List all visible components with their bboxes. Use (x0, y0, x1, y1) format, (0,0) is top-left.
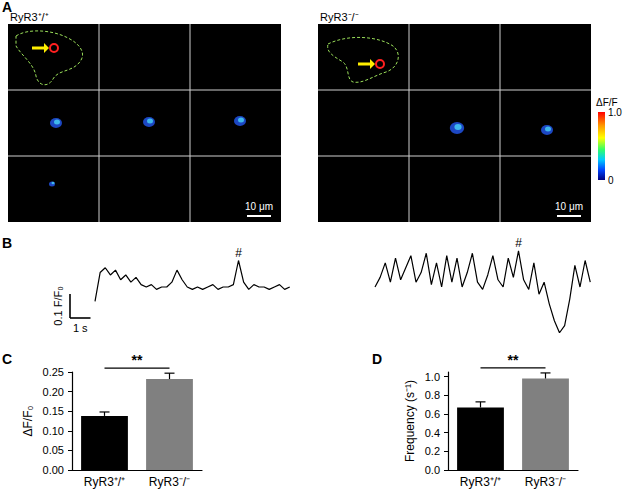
svg-text:RyR3⁻/⁻: RyR3⁻/⁻ (525, 475, 566, 489)
svg-text:0.05: 0.05 (43, 444, 64, 456)
svg-text:10 μm: 10 μm (555, 201, 583, 212)
svg-text:0.15: 0.15 (43, 405, 64, 417)
svg-text:1.0: 1.0 (425, 371, 440, 383)
svg-text:RyR3⁻/⁻: RyR3⁻/⁻ (320, 11, 359, 23)
svg-text:0.20: 0.20 (43, 386, 64, 398)
svg-text:#: # (235, 246, 242, 260)
svg-text:0.6: 0.6 (425, 408, 440, 420)
svg-text:0.4: 0.4 (425, 427, 440, 439)
svg-text:**: ** (508, 352, 519, 368)
svg-text:#: # (515, 236, 522, 250)
svg-text:B: B (2, 235, 12, 251)
svg-text:0.1 F/F₀: 0.1 F/F₀ (52, 286, 64, 325)
svg-text:RyR3⁺/⁺: RyR3⁺/⁺ (460, 475, 501, 489)
svg-text:0.8: 0.8 (425, 389, 440, 401)
svg-text:RyR3⁺/⁺: RyR3⁺/⁺ (84, 475, 125, 489)
svg-text:0.0: 0.0 (425, 464, 440, 476)
svg-text:0: 0 (608, 175, 614, 186)
svg-text:0.2: 0.2 (425, 445, 440, 457)
svg-text:1.0: 1.0 (608, 107, 622, 118)
svg-text:ΔF/F: ΔF/F (596, 97, 618, 108)
svg-text:A: A (2, 0, 12, 15)
svg-text:D: D (372, 351, 382, 367)
svg-text:10 μm: 10 μm (245, 201, 273, 212)
svg-text:0.10: 0.10 (43, 425, 64, 437)
svg-text:0.25: 0.25 (43, 366, 64, 378)
svg-text:Frequency (s⁻¹): Frequency (s⁻¹) (403, 380, 417, 462)
svg-text:1 s: 1 s (73, 322, 88, 334)
svg-text:**: ** (132, 352, 143, 368)
svg-text:ΔF/F₀: ΔF/F₀ (21, 405, 35, 436)
svg-text:C: C (2, 351, 12, 367)
svg-text:RyR3⁺/⁺: RyR3⁺/⁺ (10, 11, 49, 23)
svg-text:0.00: 0.00 (43, 464, 64, 476)
svg-text:RyR3⁻/⁻: RyR3⁻/⁻ (149, 475, 190, 489)
